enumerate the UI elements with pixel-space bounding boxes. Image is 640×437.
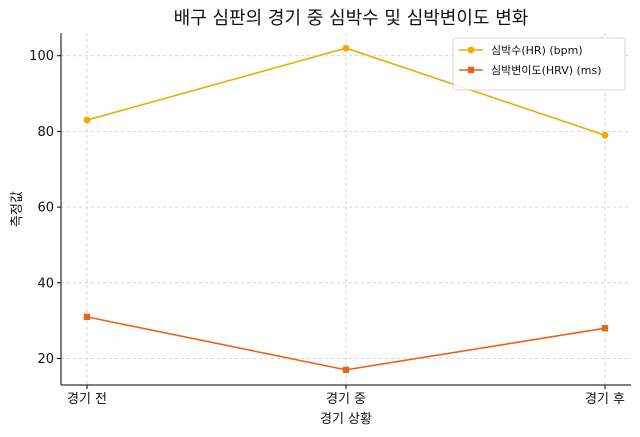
legend-label: 심박변이도(HRV) (ms) <box>491 64 602 77</box>
data-point <box>601 131 609 139</box>
data-point <box>342 44 350 52</box>
data-point <box>83 313 91 321</box>
tick-labels: 20 40 60 80 100 경기 전 경기 중 경기 후 <box>29 49 625 407</box>
y-tick-label: 80 <box>37 125 54 140</box>
x-tick-label: 경기 중 <box>326 392 366 407</box>
legend-label: 심박수(HR) (bpm) <box>491 44 583 57</box>
series-1 <box>83 313 609 374</box>
series-layer <box>83 44 609 374</box>
chart-title: 배구 심판의 경기 중 심박수 및 심박변이도 변화 <box>174 8 529 29</box>
series-line <box>86 316 606 371</box>
data-point <box>83 116 91 124</box>
legend-frame <box>452 37 626 91</box>
x-axis-label: 경기 상황 <box>320 412 372 427</box>
legend-marker <box>467 66 475 74</box>
y-tick-label: 60 <box>37 201 54 216</box>
data-point <box>342 366 350 374</box>
y-tick-label: 40 <box>37 276 54 291</box>
y-tick-label: 20 <box>37 352 54 367</box>
x-tick-label: 경기 전 <box>67 392 107 407</box>
legend-marker <box>467 46 475 54</box>
legend-item: 심박변이도(HRV) (ms) <box>459 64 602 77</box>
legend: 심박수(HR) (bpm) 심박변이도(HRV) (ms) <box>452 37 626 91</box>
y-axis-label: 측정값 <box>10 191 25 227</box>
y-tick-label: 100 <box>29 49 54 64</box>
legend-item: 심박수(HR) (bpm) <box>459 44 583 57</box>
data-point <box>601 325 609 332</box>
series-0 <box>83 44 609 139</box>
x-tick-label: 경기 후 <box>585 392 625 407</box>
